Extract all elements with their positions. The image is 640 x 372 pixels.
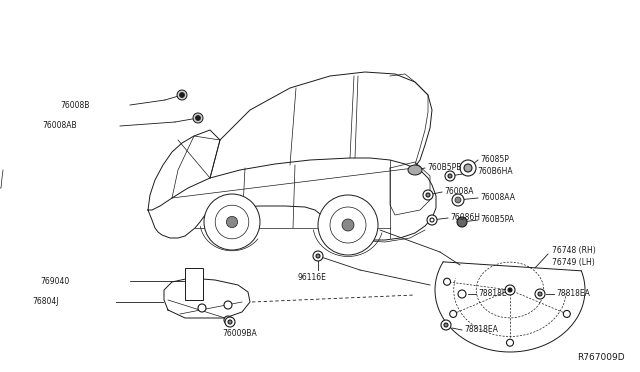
Circle shape: [506, 339, 513, 346]
Circle shape: [330, 207, 366, 243]
Circle shape: [563, 310, 570, 317]
Circle shape: [448, 174, 452, 178]
Circle shape: [450, 310, 457, 317]
Circle shape: [458, 290, 466, 298]
Text: 76008AA: 76008AA: [480, 193, 515, 202]
Text: 76008AB: 76008AB: [42, 122, 77, 131]
Text: 76749 (LH): 76749 (LH): [552, 257, 595, 266]
Circle shape: [535, 289, 545, 299]
Circle shape: [195, 115, 200, 121]
Text: 760B5PB: 760B5PB: [427, 164, 461, 173]
Circle shape: [227, 217, 237, 228]
Circle shape: [224, 316, 232, 324]
Circle shape: [204, 194, 260, 250]
Text: 769040: 769040: [40, 276, 69, 285]
Circle shape: [505, 285, 515, 295]
Bar: [185, 268, 203, 300]
Circle shape: [198, 304, 206, 312]
Text: R767009D: R767009D: [577, 353, 625, 362]
Circle shape: [177, 90, 187, 100]
Text: 76009BA: 76009BA: [222, 330, 257, 339]
Text: 78818EA: 78818EA: [464, 326, 498, 334]
Text: 76008B: 76008B: [60, 100, 90, 109]
Circle shape: [426, 193, 430, 197]
Text: 76086H: 76086H: [450, 214, 480, 222]
Circle shape: [225, 317, 235, 327]
Circle shape: [460, 160, 476, 176]
Circle shape: [342, 219, 354, 231]
Circle shape: [427, 215, 437, 225]
Circle shape: [224, 301, 232, 309]
Text: 76008A: 76008A: [444, 187, 474, 196]
Circle shape: [430, 218, 434, 222]
Circle shape: [228, 320, 232, 324]
Ellipse shape: [408, 165, 422, 175]
Circle shape: [455, 197, 461, 203]
Circle shape: [508, 288, 512, 292]
Circle shape: [445, 171, 455, 181]
Text: 76804J: 76804J: [32, 298, 58, 307]
Text: 78818EA: 78818EA: [556, 289, 590, 298]
Circle shape: [423, 190, 433, 200]
Circle shape: [452, 194, 464, 206]
Text: 760B6HA: 760B6HA: [477, 167, 513, 176]
Text: 96116E: 96116E: [298, 273, 327, 282]
Circle shape: [457, 217, 467, 227]
Text: 78818E: 78818E: [478, 289, 507, 298]
Circle shape: [215, 205, 249, 239]
Circle shape: [538, 292, 542, 296]
Text: 760B5PA: 760B5PA: [480, 215, 514, 224]
Text: 76748 (RH): 76748 (RH): [552, 246, 596, 254]
Circle shape: [193, 113, 203, 123]
Circle shape: [464, 164, 472, 172]
Circle shape: [444, 278, 451, 285]
Text: 76085P: 76085P: [480, 155, 509, 164]
Circle shape: [179, 93, 184, 97]
Circle shape: [441, 320, 451, 330]
Circle shape: [318, 195, 378, 255]
Circle shape: [444, 323, 448, 327]
Circle shape: [316, 254, 320, 258]
Circle shape: [313, 251, 323, 261]
